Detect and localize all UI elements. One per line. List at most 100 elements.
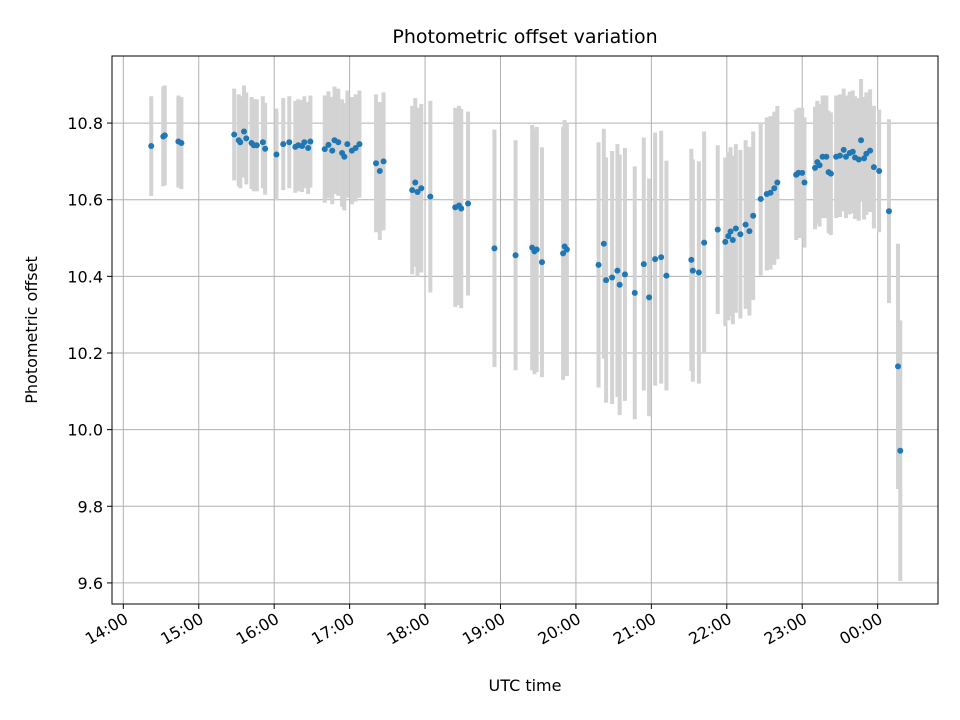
data-point	[253, 142, 260, 149]
data-point	[640, 261, 647, 268]
data-point	[840, 146, 847, 153]
data-point	[280, 141, 287, 148]
data-point	[849, 148, 856, 155]
data-point	[603, 277, 610, 284]
data-point	[609, 274, 616, 281]
data-point	[241, 128, 248, 135]
grid	[112, 56, 938, 604]
data-point	[161, 132, 168, 139]
data-point	[595, 261, 602, 268]
y-tick-label: 9.8	[78, 497, 103, 516]
data-point	[560, 250, 567, 257]
y-axis-title: Photometric offset	[22, 256, 41, 404]
data-point	[621, 271, 628, 278]
data-point	[301, 139, 308, 146]
plot-frame	[111, 55, 939, 605]
data-point	[563, 246, 570, 253]
data-point	[695, 269, 702, 276]
y-tick-label: 9.6	[78, 574, 103, 593]
data-point	[663, 272, 670, 279]
data-point	[329, 147, 336, 154]
data-point	[823, 153, 830, 160]
data-point	[742, 221, 749, 228]
data-point	[732, 225, 739, 232]
data-point	[321, 146, 328, 153]
data-point	[801, 179, 808, 186]
data-point	[767, 189, 774, 196]
y-tick-label: 10.4	[67, 267, 103, 286]
data-point	[855, 156, 862, 163]
data-point	[688, 256, 695, 263]
data-point	[341, 153, 348, 160]
data-point	[418, 185, 425, 192]
data-point	[148, 143, 155, 150]
data-point	[876, 167, 883, 174]
data-point	[325, 141, 332, 148]
data-point	[646, 294, 653, 301]
data-point	[725, 233, 732, 240]
data-point	[746, 228, 753, 235]
data-point	[414, 189, 421, 196]
data-point	[307, 138, 314, 145]
y-axis-ticks: 9.6 9.8 10.0 10.2 10.4 10.6 10.8	[67, 114, 112, 593]
data-point	[737, 231, 744, 238]
data-points	[148, 128, 904, 454]
data-point	[861, 155, 868, 162]
data-point	[458, 205, 465, 212]
data-point	[427, 193, 434, 200]
data-point	[512, 252, 519, 259]
data-point	[344, 141, 351, 148]
y-tick-label: 10.0	[67, 421, 103, 440]
data-point	[305, 144, 312, 151]
y-tick-label: 10.6	[67, 191, 103, 210]
data-point	[727, 228, 734, 235]
data-point	[273, 151, 280, 158]
data-point	[895, 363, 902, 370]
data-point	[867, 147, 874, 154]
y-tick-label: 10.8	[67, 114, 103, 133]
data-point	[714, 226, 721, 233]
data-point	[412, 179, 419, 186]
data-point	[356, 141, 363, 148]
x-axis-title: UTC time	[489, 676, 562, 695]
data-point	[616, 281, 623, 288]
data-point	[658, 254, 665, 261]
data-point	[491, 245, 498, 252]
data-point	[842, 153, 849, 160]
data-point	[812, 164, 819, 171]
data-point	[885, 208, 892, 215]
y-tick-label: 10.2	[67, 344, 103, 363]
data-point	[827, 170, 834, 177]
data-point	[352, 144, 359, 151]
data-point	[380, 158, 387, 165]
data-point	[409, 187, 416, 194]
data-point	[836, 152, 843, 159]
data-point	[897, 447, 904, 454]
data-point	[178, 139, 185, 146]
data-point	[538, 259, 545, 266]
data-point	[689, 267, 696, 274]
data-point	[231, 131, 238, 138]
data-point	[631, 289, 638, 296]
data-point	[701, 239, 708, 246]
data-point	[373, 160, 380, 167]
data-point	[614, 267, 621, 274]
data-point	[286, 139, 293, 146]
data-point	[858, 137, 865, 144]
data-point	[774, 179, 781, 186]
data-point	[750, 212, 757, 219]
data-point	[722, 238, 729, 245]
data-point	[465, 200, 472, 207]
data-point	[533, 246, 540, 253]
data-point	[799, 169, 806, 176]
data-point	[243, 135, 250, 142]
chart-title: Photometric offset variation	[392, 26, 657, 48]
data-point	[771, 185, 778, 192]
data-point	[729, 236, 736, 243]
data-point	[816, 162, 823, 169]
data-point	[600, 240, 607, 247]
data-point	[870, 164, 877, 171]
data-point	[335, 139, 342, 146]
data-point	[259, 139, 266, 146]
